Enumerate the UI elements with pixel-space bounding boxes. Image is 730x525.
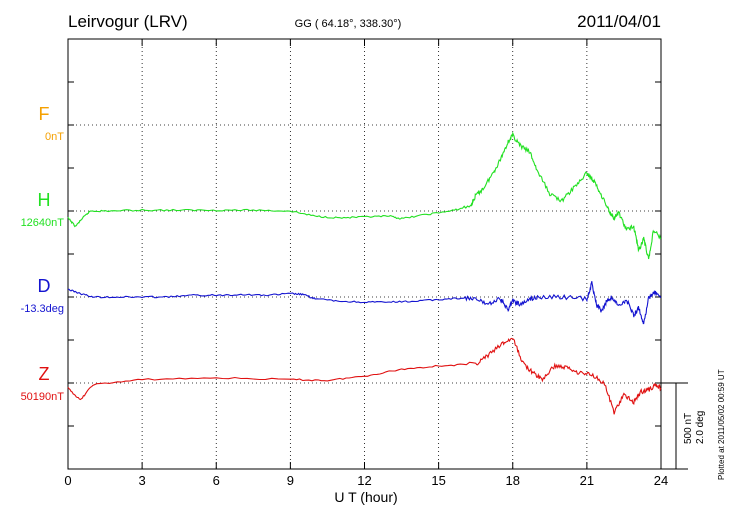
series-name-z: Z — [39, 364, 50, 384]
x-axis-ticks: 0 3 6 9 12 15 18 21 24 — [64, 39, 668, 488]
series-baseline-f: 0nT — [45, 131, 64, 143]
plotted-timestamp: Plotted at 2011/05/02 00:59 UT — [717, 369, 726, 480]
series-baseline-h: 12640nT — [21, 217, 65, 229]
series-lines — [67, 131, 662, 415]
x-tick-label: 18 — [506, 473, 520, 488]
coordinates-label: GG ( 64.18°, 338.30°) — [295, 18, 402, 30]
grid — [68, 39, 661, 469]
x-axis-label: U T (hour) — [334, 489, 397, 505]
date-label: 2011/04/01 — [577, 12, 661, 31]
x-tick-label: 6 — [213, 473, 220, 488]
x-tick-label: 3 — [139, 473, 146, 488]
station-title: Leirvogur (LRV) — [68, 12, 188, 31]
series-baseline-d: -13.3deg — [21, 303, 64, 315]
scale-deg-label: 2.0 deg — [695, 411, 706, 444]
x-tick-label: 24 — [654, 473, 668, 488]
series-line-z — [67, 337, 662, 415]
series-labels: F 0nT H 12640nT D -13.3deg Z 50190nT — [21, 104, 65, 403]
scale-nt-label: 500 nT — [683, 413, 694, 444]
series-line-h — [67, 131, 662, 260]
series-name-h: H — [38, 190, 51, 210]
series-name-f: F — [39, 104, 50, 124]
series-line-d — [68, 281, 662, 325]
x-tick-label: 15 — [431, 473, 445, 488]
x-tick-label: 21 — [580, 473, 594, 488]
x-tick-label: 12 — [357, 473, 371, 488]
series-baseline-z: 50190nT — [21, 391, 65, 403]
x-tick-label: 0 — [64, 473, 71, 488]
series-name-d: D — [38, 276, 51, 296]
x-tick-label: 9 — [287, 473, 294, 488]
scale-bar — [661, 382, 688, 470]
